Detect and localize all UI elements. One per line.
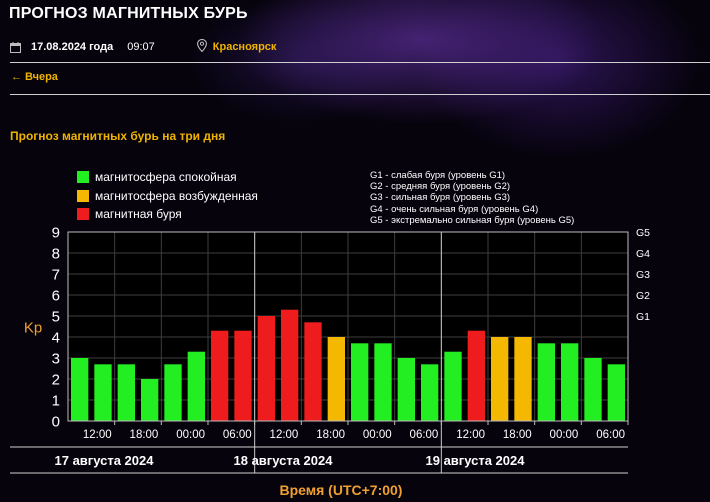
x-tick-label: 18:00 xyxy=(130,429,159,441)
legend-item-excited: магнитосфера возбужденная xyxy=(77,189,258,203)
bar xyxy=(211,330,229,421)
bar xyxy=(397,358,415,421)
storm-levels-legend: G1 - слабая буря (уровень G1) G2 - средн… xyxy=(370,170,574,226)
y-tick-label: 2 xyxy=(52,372,60,389)
x-tick-label: 18:00 xyxy=(316,429,345,441)
bar xyxy=(187,351,205,421)
legend-item-storm: магнитная буря xyxy=(77,207,182,221)
bar xyxy=(561,343,579,421)
y-tick-label: 8 xyxy=(52,246,60,263)
y-tick-label: 4 xyxy=(52,330,60,347)
g-level-tick-label: G2 xyxy=(636,290,650,302)
chart-title: Прогноз магнитных бурь на три дня xyxy=(10,129,226,143)
y-tick-label: 9 xyxy=(52,225,60,242)
date-location-bar: 17.08.2024 года 09:07 Красноярск xyxy=(10,38,277,55)
g-level-tick-label: G5 xyxy=(636,227,650,239)
bar xyxy=(491,337,509,421)
bar xyxy=(71,358,89,421)
bar xyxy=(234,330,252,421)
storm-level-g2: G2 - средняя буря (уровень G2) xyxy=(370,181,511,193)
g-level-tick-label: G3 xyxy=(636,269,650,281)
current-time: 09:07 xyxy=(127,41,155,53)
calendar-icon xyxy=(10,41,21,53)
divider xyxy=(10,62,710,63)
day-label: 19 августа 2024 xyxy=(426,453,526,468)
legend-swatch-storm xyxy=(77,208,89,220)
y-tick-label: 0 xyxy=(52,414,60,431)
bar xyxy=(141,379,159,421)
x-tick-label: 06:00 xyxy=(223,429,252,441)
bar xyxy=(444,351,462,421)
city-link[interactable]: Красноярск xyxy=(212,41,277,53)
bar xyxy=(94,364,112,421)
storm-level-g5: G5 - экстремально сильная буря (уровень … xyxy=(370,214,575,226)
y-tick-label: 6 xyxy=(52,288,60,305)
bar xyxy=(164,364,182,421)
bar xyxy=(304,322,322,421)
bar xyxy=(257,316,275,421)
divider xyxy=(10,94,710,95)
x-tick-label: 06:00 xyxy=(596,429,625,441)
bar xyxy=(421,364,439,421)
day-label: 18 августа 2024 xyxy=(234,453,334,468)
bar xyxy=(327,337,345,421)
back-link-yesterday[interactable]: ← Вчера xyxy=(11,71,58,83)
x-tick-label: 00:00 xyxy=(363,429,392,441)
storm-level-g1: G1 - слабая буря (уровень G1) xyxy=(370,170,506,181)
bar xyxy=(351,343,369,421)
g-level-tick-label: G4 xyxy=(636,248,650,260)
bar xyxy=(607,364,625,421)
y-tick-label: 3 xyxy=(52,351,60,368)
bar xyxy=(117,364,135,421)
y-tick-label: 5 xyxy=(52,309,60,326)
legend-swatch-calm xyxy=(77,171,89,183)
storm-level-g4: G4 - очень сильная буря (уровень G4) xyxy=(370,203,539,215)
legend-label-storm: магнитная буря xyxy=(95,207,182,221)
x-tick-label: 12:00 xyxy=(83,429,112,441)
x-tick-label: 12:00 xyxy=(270,429,299,441)
legend-label-calm: магнитосфера спокойная xyxy=(95,170,237,184)
x-tick-label: 00:00 xyxy=(176,429,205,441)
y-tick-label: 1 xyxy=(52,393,60,410)
current-date: 17.08.2024 года xyxy=(31,41,114,53)
bar xyxy=(537,343,555,421)
x-tick-label: 06:00 xyxy=(410,429,439,441)
storm-level-g3: G3 - сильная буря (уровень G3) xyxy=(370,192,511,204)
y-axis-label: Kp xyxy=(24,320,42,337)
day-label: 17 августа 2024 xyxy=(55,453,155,468)
bar xyxy=(514,337,532,421)
x-tick-label: 12:00 xyxy=(456,429,485,441)
x-axis-title: Время (UTC+7:00) xyxy=(280,482,403,498)
bar xyxy=(374,343,392,421)
location-pin-icon xyxy=(196,38,207,55)
g-level-tick-label: G1 xyxy=(636,311,650,323)
legend-label-excited: магнитосфера возбужденная xyxy=(95,189,258,203)
x-tick-label: 00:00 xyxy=(550,429,579,441)
legend-item-calm: магнитосфера спокойная xyxy=(77,170,237,184)
page-title: ПРОГНОЗ МАГНИТНЫХ БУРЬ xyxy=(9,5,248,22)
bar xyxy=(281,309,299,421)
bar xyxy=(467,330,485,421)
x-tick-label: 18:00 xyxy=(503,429,532,441)
bar xyxy=(584,358,602,421)
legend-swatch-excited xyxy=(77,190,89,202)
y-tick-label: 7 xyxy=(52,267,60,284)
